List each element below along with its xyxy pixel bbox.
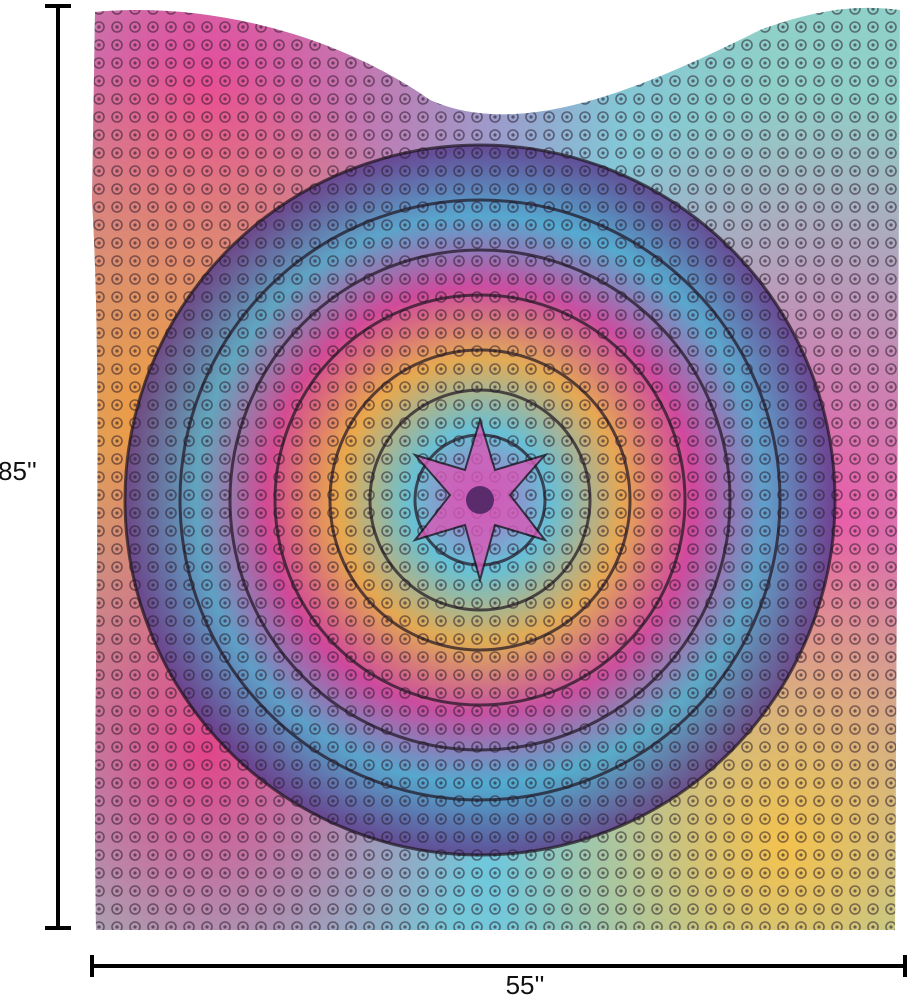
height-label: 85''	[0, 456, 37, 486]
tapestry	[92, 7, 900, 930]
width-label: 55''	[506, 970, 545, 1000]
height-indicator	[45, 4, 71, 930]
width-indicator	[90, 955, 907, 977]
